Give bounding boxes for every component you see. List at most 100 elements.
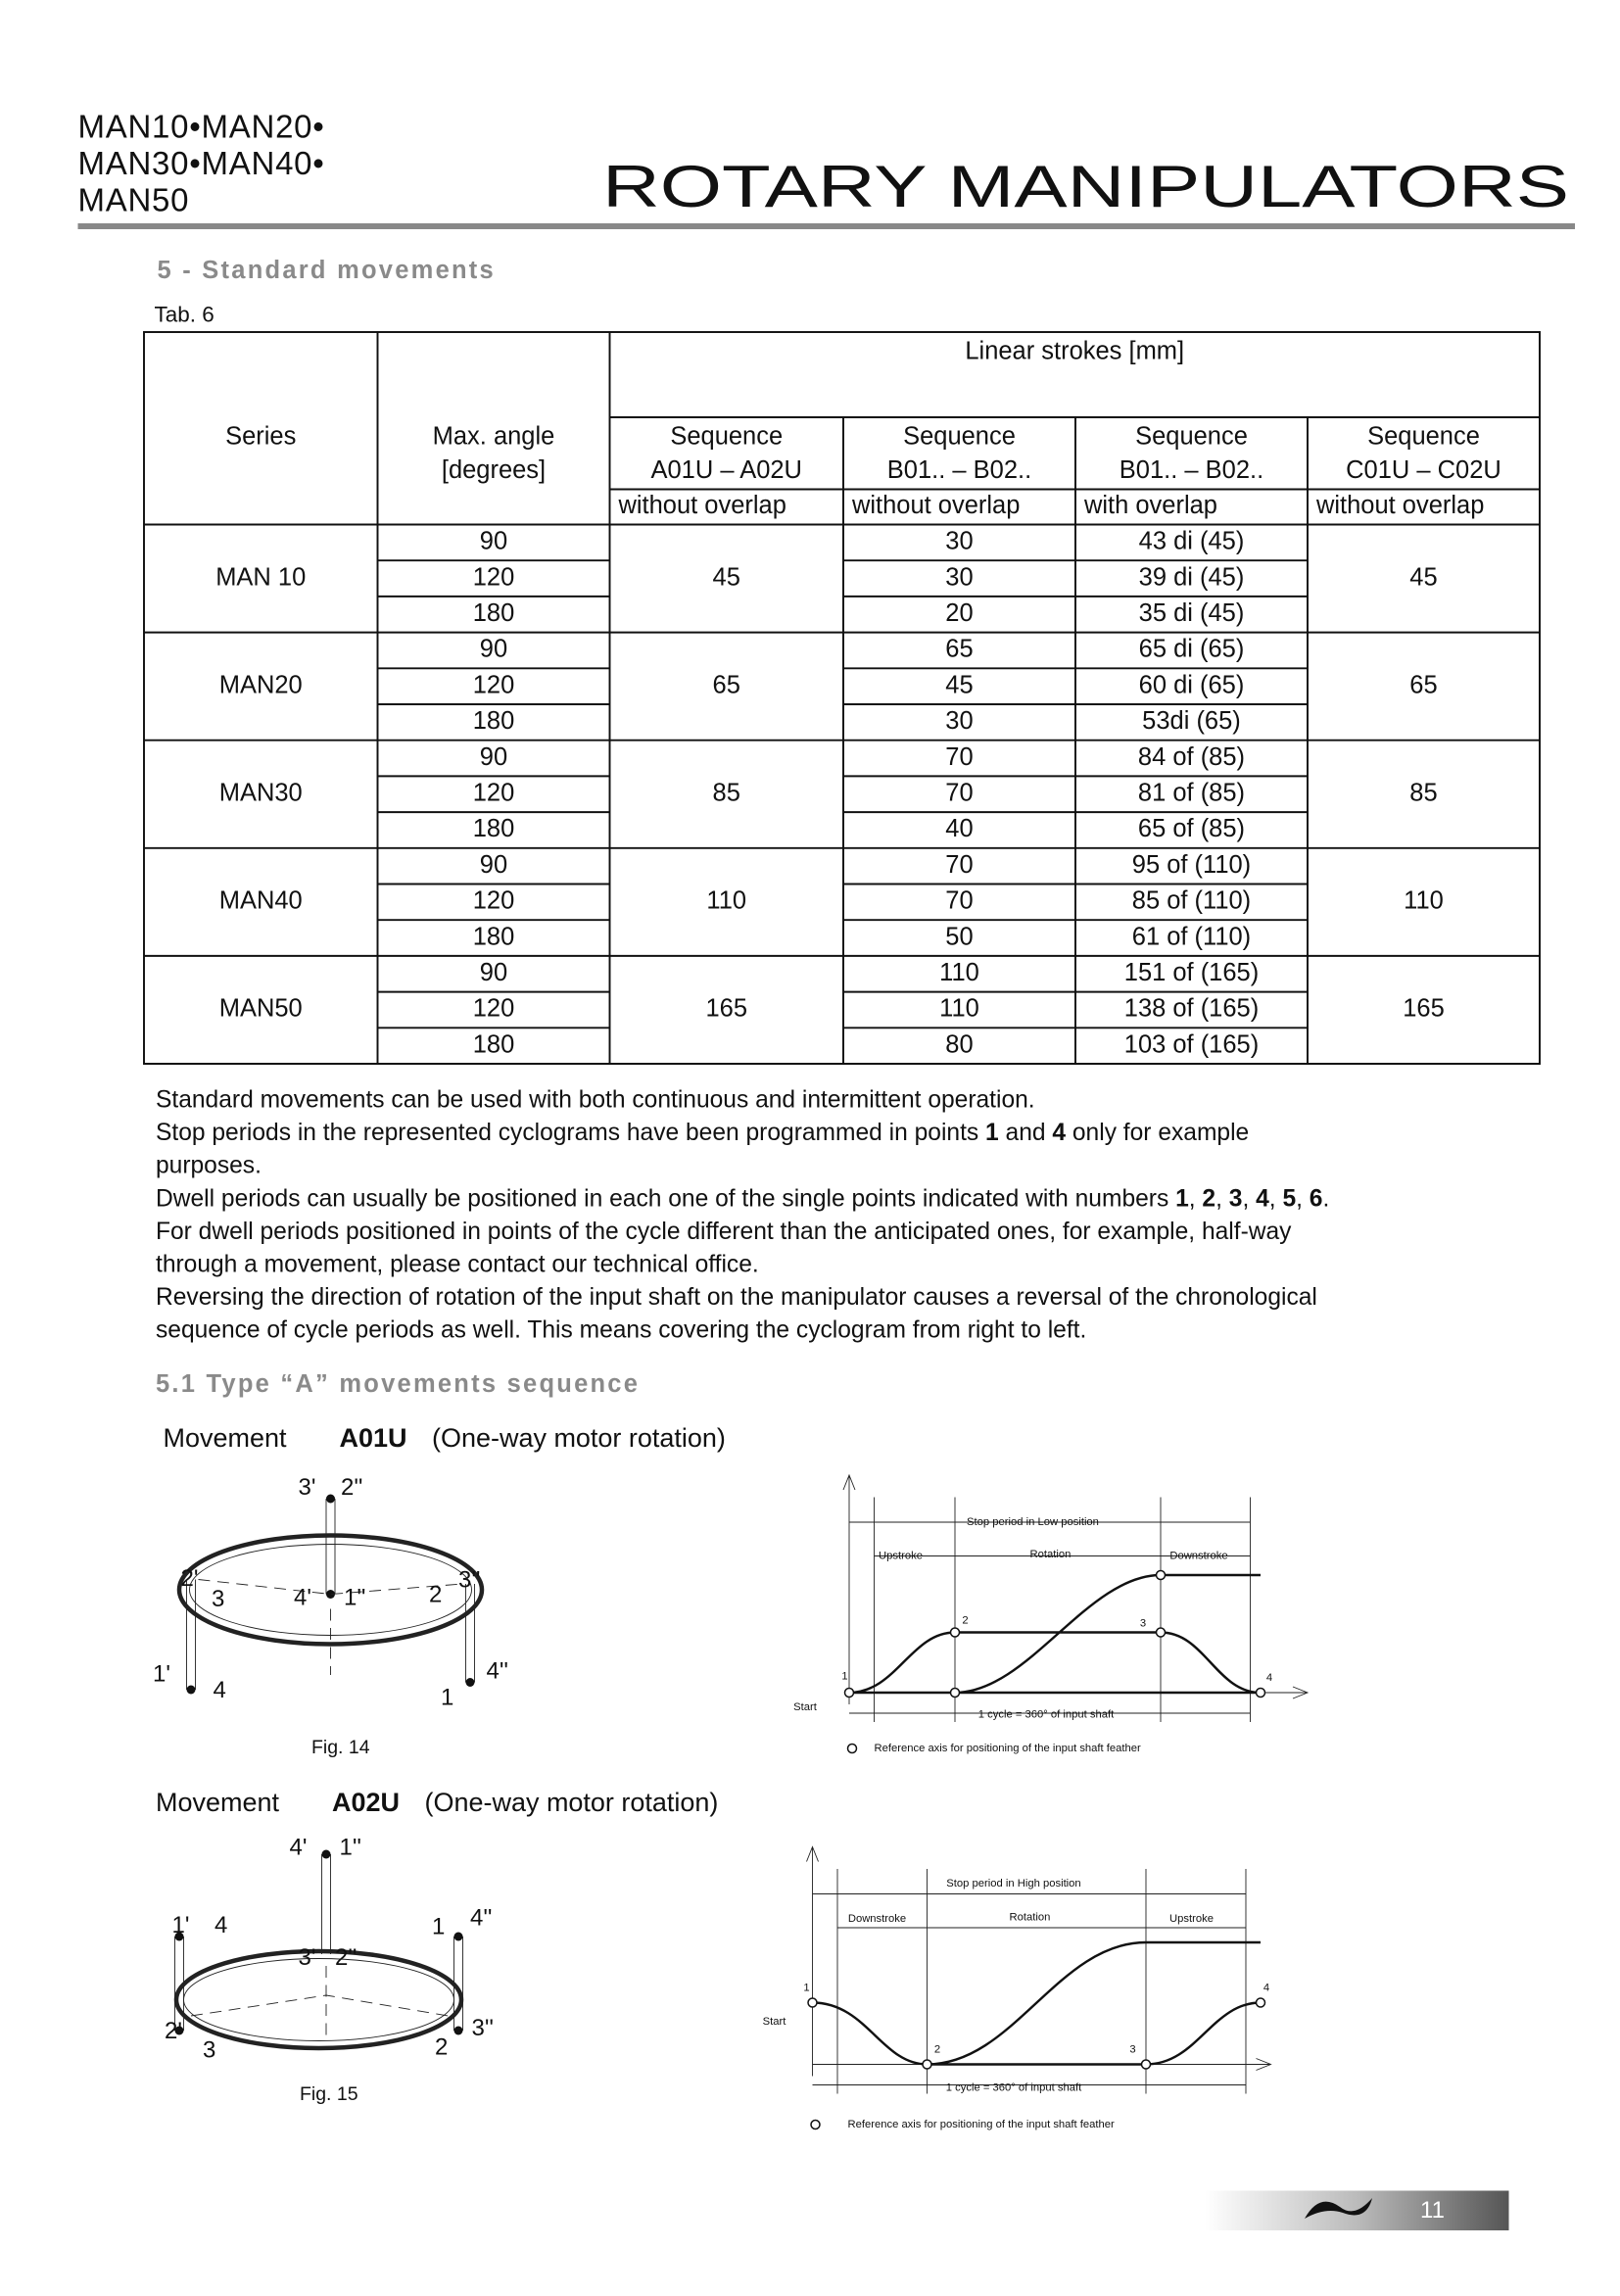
table-cell: 45	[713, 563, 740, 591]
phase-label: Downstroke	[1169, 1550, 1227, 1561]
figure-caption: Fig. 14	[311, 1737, 370, 1758]
table-cell: 90	[480, 851, 507, 879]
table-cell: 110	[939, 959, 979, 986]
bold-run: 3	[1229, 1185, 1243, 1212]
table-cell: 65 di (65)	[1139, 636, 1245, 663]
cycle-point	[843, 1687, 855, 1698]
table-cell: 151 of (165)	[1124, 959, 1259, 986]
table-cell: 65 of (85)	[1138, 815, 1245, 842]
table-header: C01U – C02U	[1346, 456, 1501, 484]
table-header: B01.. – B02..	[1120, 456, 1263, 484]
text-run: ,	[1242, 1185, 1256, 1212]
movement-label: Movement	[156, 1788, 279, 1817]
point-label: 2	[429, 1581, 442, 1607]
paragraph-line: Dwell periods can usually be positioned …	[156, 1185, 1329, 1212]
table-cell: 180	[473, 599, 515, 627]
table-cell: 90	[480, 528, 507, 555]
movement-note: (One-way motor rotation)	[432, 1423, 726, 1453]
table-cell: 85	[1409, 779, 1437, 806]
cycle-point-label: 4	[1266, 1672, 1272, 1684]
table-border	[143, 331, 1541, 1065]
point-label: 2'	[165, 2018, 182, 2044]
table-cell: 50	[945, 923, 973, 950]
turntable	[176, 1533, 485, 1647]
table-cell: 103 of (165)	[1124, 1030, 1259, 1058]
cycle-point	[807, 1997, 818, 2008]
table-cell: 80	[945, 1030, 973, 1058]
figure-caption: Fig. 15	[300, 2083, 358, 2105]
cyclogram-curve	[812, 1940, 1261, 2066]
table-cell: 39 di (45)	[1139, 563, 1245, 591]
cycle-point	[1255, 1687, 1266, 1698]
reference-marker	[810, 2119, 821, 2130]
table-header: Sequence	[670, 423, 783, 451]
movement-code: A02U	[332, 1788, 400, 1817]
model-line: MAN50	[77, 182, 189, 218]
table-header: with overlap	[1083, 492, 1217, 519]
cycle-point-label: 4	[1263, 1982, 1269, 1993]
cycle-point-label: 2	[934, 2043, 940, 2055]
axis-dash	[198, 1579, 463, 1676]
table-cell: MAN30	[219, 779, 303, 806]
paragraph-line: Standard movements can be used with both…	[156, 1086, 1035, 1113]
phase-label: Upstroke	[1169, 1913, 1214, 1925]
table-cell: 110	[1404, 887, 1444, 915]
table-header: [degrees]	[442, 456, 546, 484]
post	[321, 1854, 331, 1955]
point-label: 4	[213, 1677, 225, 1703]
table-cell: 53di (65)	[1142, 707, 1241, 735]
point-label: 3''	[471, 2015, 494, 2041]
cycle-point-label: 1	[841, 1670, 847, 1682]
point-dot	[325, 1590, 335, 1600]
table-cell: 110	[706, 887, 746, 915]
table-cell: 70	[945, 743, 973, 771]
text-run: .	[1322, 1185, 1329, 1212]
cycle-point	[1155, 1627, 1167, 1638]
start-label: Start	[793, 1701, 818, 1713]
paragraph-line: sequence of cycle periods as well. This …	[156, 1316, 1086, 1343]
point-label: 1''	[344, 1584, 366, 1610]
cycle-point	[949, 1687, 961, 1698]
point-dot	[453, 2026, 463, 2035]
table-header: without overlap	[1315, 492, 1484, 519]
post	[465, 1584, 475, 1683]
text-run: ,	[1296, 1185, 1310, 1212]
cycle-point-label: 3	[1129, 2043, 1135, 2055]
point-label: 4''	[486, 1657, 508, 1684]
bold-run: 6	[1310, 1185, 1323, 1212]
table-cell: 70	[945, 887, 973, 915]
table-cell: 120	[473, 671, 515, 698]
table-cell: 70	[945, 779, 973, 806]
table-cell: 90	[480, 636, 507, 663]
text-run: ,	[1269, 1185, 1283, 1212]
table-cell: 35 di (45)	[1139, 599, 1245, 627]
point-label: 1'	[153, 1660, 170, 1687]
table-header: without overlap	[617, 492, 786, 519]
text-run: through a movement, please contact our t…	[156, 1251, 759, 1277]
table-cell: 45	[1409, 563, 1437, 591]
start-label: Start	[763, 2016, 787, 2028]
cycle-point	[922, 2059, 932, 2070]
model-line: MAN30•MAN40•	[77, 145, 324, 181]
phase-label: Rotation	[1010, 1911, 1051, 1923]
text-run: Dwell periods can usually be positioned …	[156, 1185, 1175, 1212]
movement-label: Movement	[163, 1423, 286, 1453]
table-cell: 65	[1409, 671, 1437, 698]
table-cell: 84 of (85)	[1138, 743, 1245, 771]
paragraph-line: Stop periods in the represented cyclogra…	[156, 1120, 1249, 1146]
table-cell: 90	[480, 959, 507, 986]
phase-label: Rotation	[1030, 1549, 1072, 1560]
logo	[1304, 2197, 1372, 2219]
text-run: sequence of cycle periods as well. This …	[156, 1316, 1086, 1343]
point-dot	[325, 1494, 335, 1504]
table-cell: 165	[1403, 995, 1445, 1023]
table-cell: 180	[473, 923, 515, 950]
turntable	[173, 1948, 464, 2051]
movement-code: A01U	[339, 1423, 406, 1453]
reference-label: Reference axis for positioning of the in…	[847, 2119, 1115, 2130]
stop-label: Stop period in Low position	[967, 1516, 1099, 1528]
table-header: Sequence	[1135, 423, 1248, 451]
table-cell: 180	[473, 707, 515, 735]
